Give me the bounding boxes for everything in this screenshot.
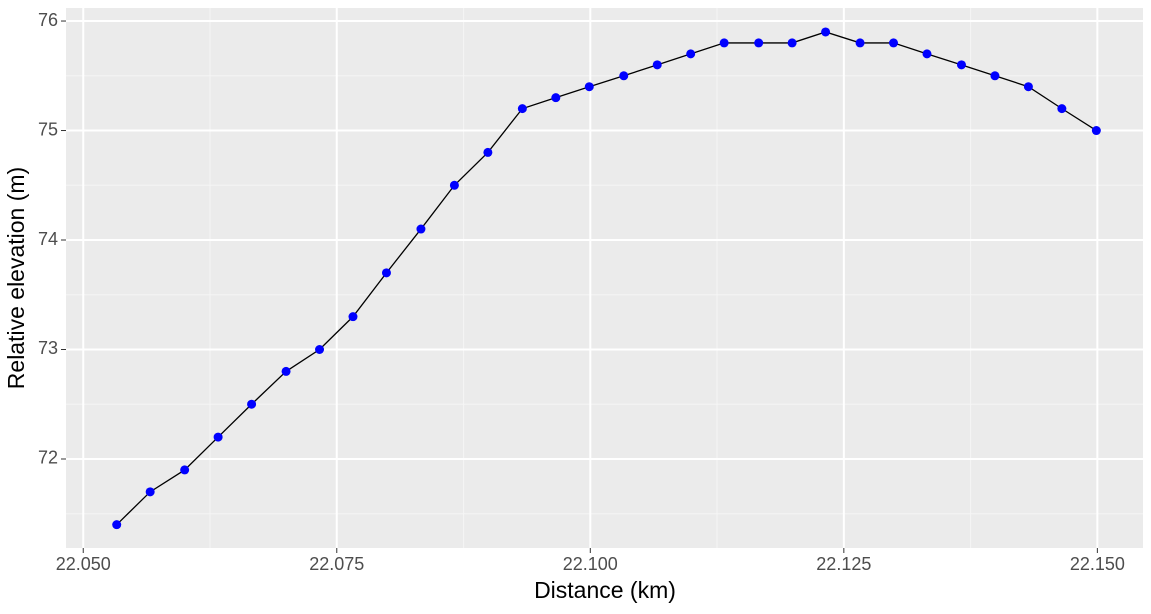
point bbox=[889, 38, 899, 48]
point bbox=[922, 49, 932, 59]
point bbox=[112, 520, 122, 530]
point bbox=[619, 71, 629, 81]
point bbox=[247, 399, 257, 409]
point bbox=[381, 268, 391, 278]
y-tick-label: 73 bbox=[38, 338, 58, 358]
x-tick-label: 22.150 bbox=[1070, 554, 1125, 574]
point bbox=[584, 82, 594, 92]
point bbox=[145, 487, 155, 497]
point bbox=[1023, 82, 1033, 92]
y-tick-label: 76 bbox=[38, 10, 58, 30]
point bbox=[719, 38, 729, 48]
point bbox=[754, 38, 764, 48]
point bbox=[449, 180, 459, 190]
panel bbox=[66, 8, 1143, 548]
y-tick-label: 72 bbox=[38, 448, 58, 468]
y-axis-title: Relative elevation (m) bbox=[3, 167, 29, 389]
x-tick-label: 22.125 bbox=[816, 554, 871, 574]
x-tick-label: 22.100 bbox=[563, 554, 618, 574]
point bbox=[180, 465, 190, 475]
x-tick-label: 22.050 bbox=[56, 554, 111, 574]
point bbox=[315, 344, 325, 354]
point bbox=[956, 60, 966, 70]
point bbox=[990, 71, 1000, 81]
x-axis-title: Distance (km) bbox=[534, 577, 676, 603]
point bbox=[213, 432, 223, 442]
point bbox=[1091, 126, 1101, 136]
point bbox=[821, 27, 831, 37]
line bbox=[116, 31, 1097, 526]
y-tick-label: 74 bbox=[38, 229, 58, 249]
point bbox=[1057, 104, 1067, 114]
point bbox=[551, 93, 561, 103]
point bbox=[787, 38, 797, 48]
point bbox=[855, 38, 865, 48]
point bbox=[348, 312, 358, 322]
point bbox=[483, 147, 493, 157]
y-tick-label: 75 bbox=[38, 119, 58, 139]
point bbox=[652, 60, 662, 70]
point bbox=[281, 366, 291, 376]
point bbox=[416, 224, 426, 234]
point bbox=[686, 49, 696, 59]
x-tick-label: 22.075 bbox=[309, 554, 364, 574]
point bbox=[517, 104, 527, 114]
